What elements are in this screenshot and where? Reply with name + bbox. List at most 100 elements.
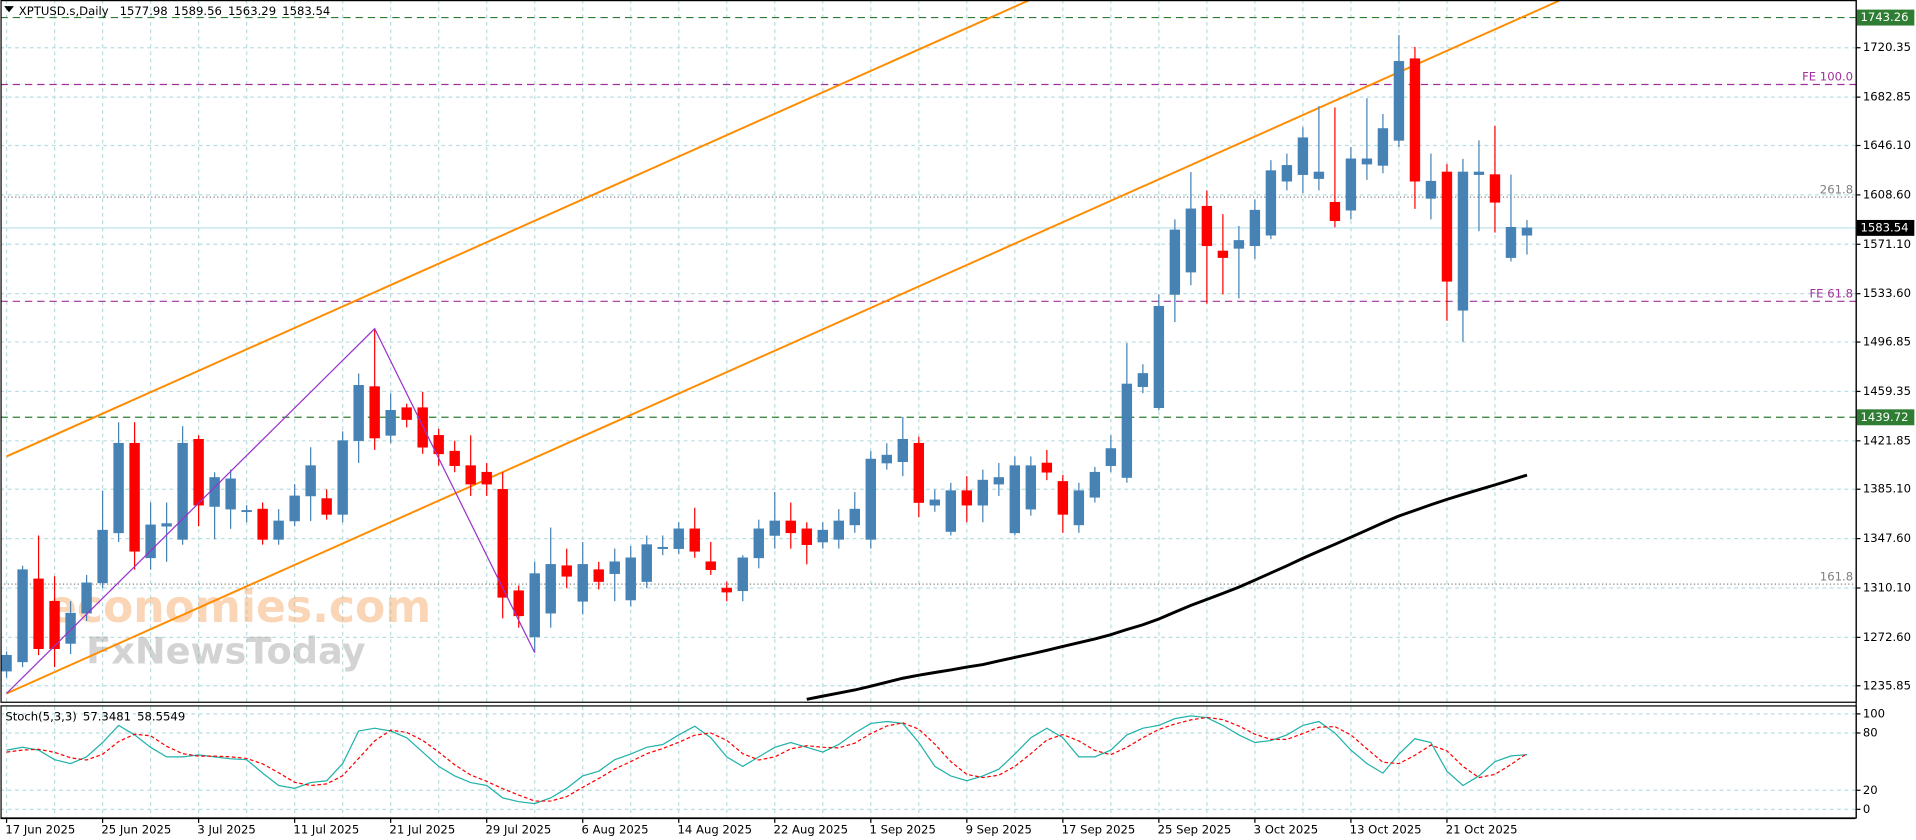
stoch-header: Stoch(5,3,3) 57.3481 58.5549: [5, 709, 185, 723]
x-tick-label: 22 Aug 2025: [774, 823, 848, 837]
candle-body: [1121, 383, 1133, 478]
candle-body: [801, 528, 812, 545]
y-tick-label: 1496.85: [1863, 335, 1911, 349]
candle-body: [1153, 305, 1165, 409]
y-tick-label: 1385.10: [1863, 482, 1911, 496]
candle-body: [1073, 490, 1085, 526]
moving-average: [806, 473, 1528, 701]
candle-body: [561, 565, 572, 577]
candle-body: [321, 498, 332, 515]
header-open: 1577.98: [120, 4, 168, 18]
candle-body: [257, 508, 268, 540]
level-label: FE 100.0: [1802, 70, 1853, 84]
candle-body: [401, 407, 412, 420]
y-tick-label: 1310.10: [1863, 580, 1911, 594]
watermark: FxNewsToday: [86, 630, 366, 673]
y-tick-label: 80: [1863, 725, 1878, 739]
candle-body: [1, 654, 12, 672]
channel-line: [6, 0, 1032, 458]
x-tick-label: 25 Sep 2025: [1158, 823, 1232, 837]
y-tick-label: 1459.35: [1863, 384, 1911, 398]
candle-body: [689, 528, 700, 552]
chart-header: XPTUSD.s,Daily 1577.98 1589.56 1563.29 1583.…: [19, 4, 330, 18]
candle-body: [1425, 180, 1437, 199]
candle-body: [161, 523, 172, 527]
x-tick-label: 13 Oct 2025: [1350, 823, 1422, 837]
y-tick-label: 1571.10: [1863, 237, 1911, 251]
candle-body: [289, 495, 300, 522]
candle-body: [353, 385, 364, 441]
y-tick-label: 1533.60: [1863, 286, 1911, 300]
x-tick-label: 3 Oct 2025: [1254, 823, 1318, 837]
candle-body: [865, 458, 876, 540]
y-tick-label: 100: [1863, 706, 1885, 720]
x-tick-label: 17 Sep 2025: [1062, 823, 1136, 837]
candle-body: [145, 524, 156, 559]
candle-body: [33, 578, 44, 650]
y-tick-label: 0: [1863, 802, 1870, 816]
candle-body: [1025, 465, 1037, 510]
header-low: 1563.29: [228, 4, 276, 18]
candle-body: [881, 454, 892, 464]
x-tick-label: 1 Sep 2025: [870, 823, 936, 837]
candle-body: [737, 557, 748, 592]
x-tick-label: 6 Aug 2025: [581, 823, 648, 837]
candle-body: [833, 520, 844, 540]
candle-body: [497, 489, 508, 598]
candle-body: [1169, 229, 1181, 295]
x-tick-label: 11 Jul 2025: [293, 823, 359, 837]
y-tick-label: 1608.60: [1863, 187, 1911, 201]
candle-body: [1473, 171, 1485, 175]
menu-triangle[interactable]: [4, 6, 14, 13]
candle-body: [433, 435, 444, 455]
level-label: 161.8: [1820, 569, 1853, 583]
candle-body: [785, 520, 796, 534]
candle-body: [673, 528, 684, 549]
candle-body: [1329, 201, 1341, 222]
candle-body: [1105, 448, 1117, 466]
candle-body: [1041, 462, 1053, 473]
candle-body: [113, 442, 124, 534]
x-tick-label: 17 Jun 2025: [5, 823, 75, 837]
candle-body: [1009, 465, 1021, 534]
x-tick-label: 9 Sep 2025: [966, 823, 1032, 837]
candle-body: [1409, 58, 1421, 182]
candle-body: [625, 557, 636, 601]
candle-body: [17, 569, 28, 663]
header-close: 1583.54: [282, 4, 330, 18]
channel-line: [6, 0, 1560, 695]
zigzag: [6, 327, 536, 694]
y-tick-label: 1720.35: [1863, 40, 1911, 54]
candle-body: [49, 600, 60, 650]
candle-body: [1521, 227, 1533, 236]
candle-body: [817, 529, 828, 543]
candle-body: [1505, 226, 1517, 258]
candle-body: [1185, 208, 1197, 273]
symbol: XPTUSD.s,Daily: [19, 4, 109, 18]
candle-body: [593, 569, 604, 582]
level-box: [1856, 9, 1915, 26]
candle-body: [513, 590, 524, 617]
level-label: FE 61.8: [1809, 286, 1853, 300]
candle-body: [1089, 471, 1101, 498]
candle-body: [369, 386, 380, 439]
candle-body: [961, 490, 973, 506]
candle-body: [913, 442, 925, 503]
y-tick-label: 1421.85: [1863, 433, 1911, 447]
y-tick-label: 1272.60: [1863, 630, 1911, 644]
candle-body: [753, 528, 764, 559]
stoch-panel: [0, 706, 1856, 818]
candle-body: [273, 520, 284, 540]
candle-body: [609, 561, 620, 574]
x-tick-label: 14 Aug 2025: [678, 823, 752, 837]
candle-body: [993, 477, 1005, 485]
candle-body: [241, 510, 252, 513]
candle-body: [929, 499, 941, 506]
candle-body: [1345, 158, 1357, 211]
candle-body: [1249, 209, 1261, 247]
candle-body: [1281, 165, 1293, 182]
candle-body: [209, 477, 220, 507]
stoch-signal-last: 58.5549: [137, 709, 185, 723]
